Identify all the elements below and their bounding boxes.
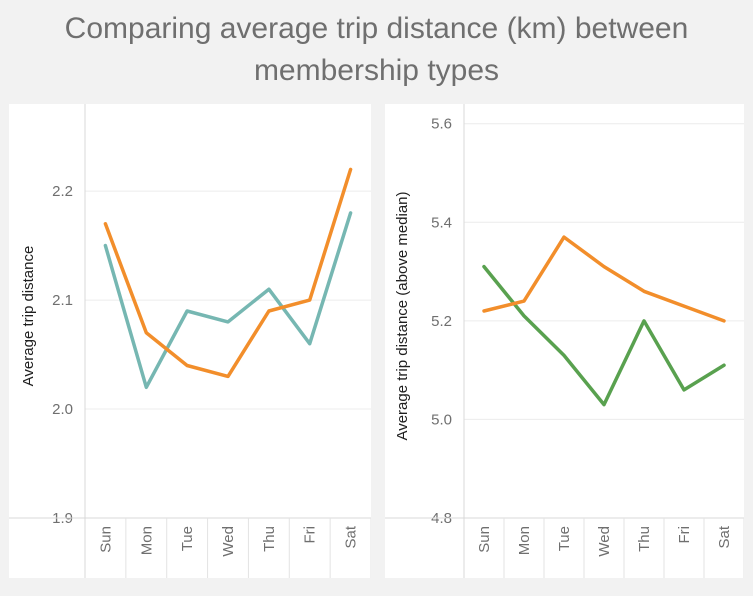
left-x-tick-label: Fri xyxy=(302,526,319,544)
left-series-2-point[interactable] xyxy=(185,364,189,367)
right-chart-panel: 4.8 5.0 5.2 5.4 5.6 Sun Mon Tue Wed Thu Fri Sat Aver… xyxy=(385,104,744,578)
left-series-2-point[interactable] xyxy=(349,168,352,171)
right-x-tick-label: Mon xyxy=(516,526,533,555)
right-x-tick-label: Wed xyxy=(596,526,613,557)
right-series-2-point[interactable] xyxy=(642,290,646,293)
right-x-tick-label: Fri xyxy=(676,526,693,544)
right-series-1-point[interactable] xyxy=(522,314,526,318)
left-series-2-point[interactable] xyxy=(226,375,230,378)
right-series-1-point[interactable] xyxy=(722,364,726,367)
left-series-1-point[interactable] xyxy=(145,386,148,389)
right-series-2-point[interactable] xyxy=(482,309,486,313)
right-series-1-point[interactable] xyxy=(482,265,486,268)
right-series-2-point[interactable] xyxy=(562,235,566,239)
right-series-1-point[interactable] xyxy=(642,319,646,323)
right-y-tick-label: 5.0 xyxy=(431,411,452,428)
right-series-2-point[interactable] xyxy=(722,319,726,323)
right-series-2-point[interactable] xyxy=(522,299,526,303)
left-series-1-point[interactable] xyxy=(104,244,107,247)
left-series-1-point[interactable] xyxy=(267,288,271,291)
left-x-tick-label: Thu xyxy=(261,526,278,552)
left-series-1-point[interactable] xyxy=(349,211,352,215)
left-series-2-point[interactable] xyxy=(308,298,311,302)
right-series-2-point[interactable] xyxy=(682,304,686,308)
right-y-tick-label: 5.2 xyxy=(431,313,452,330)
right-x-tick-label: Thu xyxy=(636,526,653,552)
right-y-tick-label: 5.6 xyxy=(431,116,452,133)
left-series-2-point[interactable] xyxy=(267,309,271,313)
left-x-tick-label: Sun xyxy=(97,526,114,553)
left-chart-panel: 1.9 2.0 2.1 2.2 Sun Mon Tue Wed Thu Fri Sat Average… xyxy=(9,104,371,578)
right-x-tick-label: Tue xyxy=(556,526,573,551)
left-series-1-point[interactable] xyxy=(308,342,311,345)
left-series-1-point[interactable] xyxy=(226,320,230,324)
left-series-2-point[interactable] xyxy=(145,331,148,334)
left-series-2-point[interactable] xyxy=(104,222,107,226)
left-y-tick-label: 2.2 xyxy=(52,183,73,200)
left-x-tick-label: Tue xyxy=(179,526,196,551)
left-x-tick-label: Mon xyxy=(138,526,155,555)
left-y-tick-label: 2.1 xyxy=(52,292,73,309)
right-series-2-point[interactable] xyxy=(602,265,606,268)
right-series-1-point[interactable] xyxy=(682,388,686,392)
right-x-tick-label: Sat xyxy=(716,525,733,548)
right-series-1-line[interactable] xyxy=(482,264,726,407)
left-x-tick-label: Wed xyxy=(220,526,237,557)
left-series-2-line[interactable] xyxy=(103,167,353,379)
right-series-1-point[interactable] xyxy=(562,354,566,357)
right-series-1-point[interactable] xyxy=(602,403,606,406)
left-y-axis-title: Average trip distance xyxy=(20,246,37,387)
left-x-tick-label: Sat xyxy=(343,525,360,548)
chart-title: Comparing average trip distance (km) bet… xyxy=(64,12,689,87)
right-y-axis-title: Average trip distance (above median) xyxy=(394,191,411,440)
left-y-tick-label: 2.0 xyxy=(52,401,73,418)
right-y-tick-label: 5.4 xyxy=(431,214,452,231)
left-series-1-point[interactable] xyxy=(185,309,189,313)
right-x-tick-label: Sun xyxy=(476,526,493,553)
